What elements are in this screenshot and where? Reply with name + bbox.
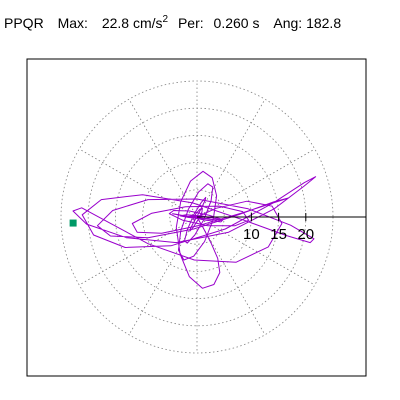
trace-line-0 (72, 176, 317, 263)
max-unit-exponent: 2 (162, 14, 169, 25)
trace-group (72, 170, 317, 289)
grid-spoke-4 (79, 148, 198, 218)
station-code: PPQR (4, 15, 44, 31)
period-value: 0.260 s (213, 15, 260, 31)
grid-spoke-0 (196, 148, 315, 218)
radial-tick-label-0: 10 (243, 226, 260, 243)
grid-spoke-3 (128, 99, 198, 218)
grid-spoke-6 (128, 216, 198, 335)
max-label: Max: (57, 15, 88, 31)
angle-value: 182.8 (306, 15, 342, 31)
grid-spoke-1 (196, 99, 266, 218)
marker-group (69, 219, 77, 227)
trace-line-1 (175, 170, 221, 289)
grid-spoke-5 (79, 216, 198, 286)
grid-spoke-9 (196, 216, 315, 286)
header-readout: PPQR Max: 22.8 cm/s2 Per: 0.260 s Ang: 1… (4, 14, 341, 31)
angle-label: Ang: (273, 15, 303, 31)
max-value: 22.8 cm/s (101, 15, 163, 31)
max-direction-marker (69, 219, 77, 227)
radial-tick-label-2: 20 (297, 226, 314, 243)
grid-spoke-8 (196, 216, 266, 335)
radial-axis: 10 15 20 (197, 213, 366, 243)
radial-tick-label-1: 15 (270, 226, 287, 243)
period-label: Per: (177, 15, 204, 31)
